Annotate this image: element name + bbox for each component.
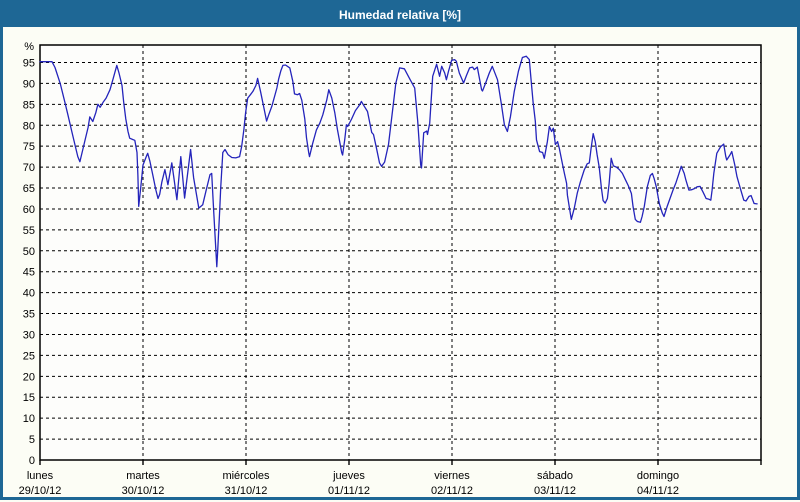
day-date-label: 04/11/12	[637, 485, 679, 497]
day-date-label: 01/11/12	[328, 485, 370, 497]
horizontal-gridlines	[40, 62, 761, 440]
y-tick-label: 40	[23, 288, 35, 300]
day-name-label: lunes	[27, 470, 54, 482]
y-tick-label: 60	[23, 204, 35, 216]
y-tick-label: 55	[23, 225, 35, 237]
day-date-label: 31/10/12	[225, 485, 268, 497]
y-tick-label: 15	[23, 392, 35, 404]
day-date-label: 29/10/12	[19, 485, 62, 497]
y-tick-label: 30	[23, 329, 35, 341]
y-axis-unit-label: %	[24, 41, 34, 53]
title-bar: Humedad relativa [%]	[3, 3, 797, 27]
y-tick-label: 5	[29, 434, 35, 446]
y-tick-label: 45	[23, 267, 35, 279]
day-name-label: domingo	[637, 470, 679, 482]
y-tick-label: 70	[23, 162, 35, 174]
plot-background	[40, 45, 761, 460]
humidity-line-series	[39, 55, 758, 268]
day-name-label: viernes	[434, 470, 470, 482]
day-name-label: jueves	[332, 470, 365, 482]
y-tick-label: 65	[23, 183, 35, 195]
y-tick-label: 0	[29, 455, 35, 467]
y-tick-label: 85	[23, 99, 35, 111]
day-date-label: 02/11/12	[431, 485, 473, 497]
y-tick-label: 20	[23, 371, 35, 383]
day-name-label: miércoles	[222, 470, 270, 482]
day-name-label: martes	[126, 470, 160, 482]
x-axis-ticks	[39, 460, 762, 465]
chart-area: 0 5 10 15 20 25 30 35 40 45 50 55 60 65 70 75 80 85 90 95% l…	[3, 27, 797, 497]
y-tick-label: 10	[23, 413, 35, 425]
y-tick-label: 90	[23, 78, 35, 90]
day-date-label: 03/11/12	[534, 485, 576, 497]
window-title: Humedad relativa [%]	[338, 8, 462, 22]
humidity-chart-svg: 0 5 10 15 20 25 30 35 40 45 50 55 60 65 70 75 80 85 90 95% l…	[19, 41, 762, 497]
y-axis-labels: 0 5 10 15 20 25 30 35 40 45 50 55 60 65 70 75 80 85 90 95	[23, 58, 35, 468]
x-axis-labels: lunes 29/10/12 martes 30/10/12 miércoles 31/1…	[19, 470, 680, 497]
y-tick-label: 95	[23, 58, 35, 70]
y-tick-label: 35	[23, 309, 35, 321]
y-tick-label: 50	[23, 246, 35, 258]
plot-border	[39, 44, 762, 461]
day-name-label: sábado	[537, 470, 573, 482]
y-tick-label: 25	[23, 350, 35, 362]
y-tick-label: 75	[23, 141, 35, 153]
y-tick-label: 80	[23, 120, 35, 132]
day-date-label: 30/10/12	[122, 485, 165, 497]
